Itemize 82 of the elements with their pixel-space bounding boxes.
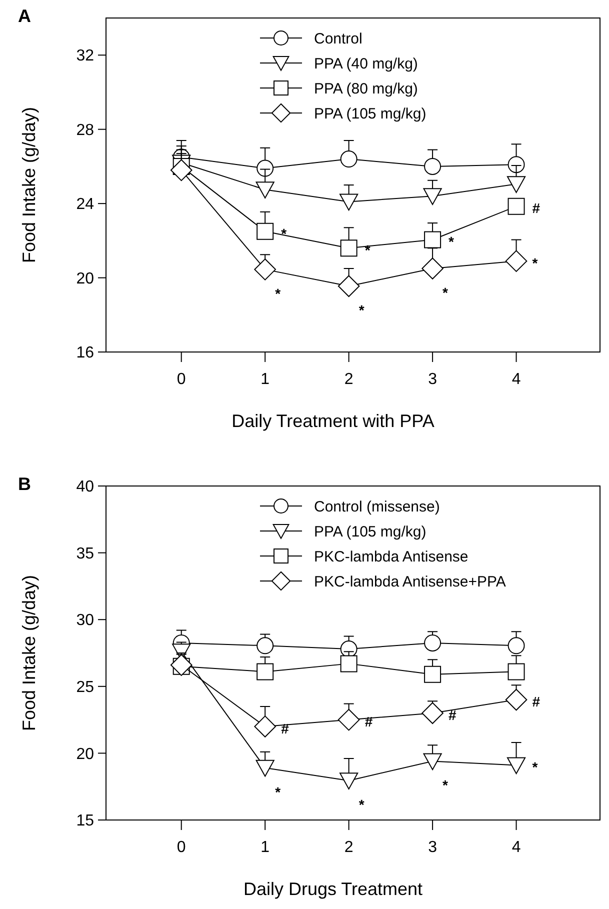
point	[338, 708, 360, 731]
point	[508, 637, 525, 654]
x-tick-label: 4	[512, 839, 521, 856]
y-tick-label: 28	[76, 122, 94, 139]
point	[424, 666, 442, 683]
y-tick-label: 35	[76, 545, 94, 562]
point	[170, 159, 192, 182]
y-tick-label: 40	[76, 478, 94, 496]
point	[423, 188, 442, 205]
x-axis-title: Daily Treatment with PPA	[232, 411, 434, 431]
annotation: *	[442, 284, 449, 300]
point	[340, 240, 358, 257]
annotation: *	[448, 234, 455, 250]
x-tick-label: 3	[428, 371, 438, 388]
y-tick-label: 32	[76, 48, 94, 65]
point	[340, 655, 358, 672]
y-tick-label: 20	[76, 746, 94, 763]
y-axis-title: Food Intake (g/day)	[19, 106, 39, 264]
point	[424, 158, 442, 175]
point	[508, 156, 525, 174]
point	[506, 757, 526, 774]
point	[505, 688, 528, 711]
point	[254, 258, 276, 280]
legend-label: Control	[314, 30, 362, 48]
legend-label: PPA (105 mg/kg)	[314, 105, 426, 122]
point	[340, 194, 358, 211]
point	[506, 176, 526, 193]
point	[256, 637, 274, 654]
point	[340, 150, 358, 168]
x-tick-label: 0	[176, 371, 186, 388]
annotation: *	[442, 777, 449, 794]
x-tick-label: 3	[428, 839, 438, 856]
annotation: *	[532, 254, 538, 271]
annotation: *	[358, 302, 365, 318]
point	[254, 716, 276, 738]
point	[256, 182, 274, 198]
annotation: *	[281, 225, 288, 242]
annotation: #	[448, 707, 457, 724]
point	[256, 663, 274, 680]
annotation: #	[532, 694, 540, 710]
annotation: *	[358, 796, 365, 812]
point	[508, 198, 525, 215]
legend-label: PPA (40 mg/kg)	[314, 55, 418, 72]
point	[256, 760, 274, 777]
legend-label: PPA (105 mg/kg)	[314, 523, 426, 540]
x-tick-label: 4	[512, 371, 521, 388]
y-tick-label: 16	[76, 344, 94, 362]
y-tick-label: 30	[76, 612, 94, 630]
annotation: #	[532, 200, 540, 216]
y-tick-label: 24	[76, 196, 94, 214]
y-tick-label: 15	[76, 812, 94, 830]
chart-title: B	[18, 474, 31, 494]
point	[256, 222, 274, 240]
annotation: #	[364, 714, 373, 730]
legend-label: PKC-lambda Antisense	[314, 548, 468, 566]
x-axis-title: Daily Drugs Treatment	[243, 879, 423, 899]
x-tick-label: 1	[260, 371, 270, 388]
point	[424, 231, 442, 248]
point	[422, 702, 444, 724]
x-tick-label: 0	[176, 839, 186, 856]
point	[424, 634, 442, 652]
legend-label: Control (missense)	[314, 498, 440, 516]
annotation: *	[275, 784, 282, 800]
point	[508, 663, 525, 680]
point	[422, 258, 444, 280]
y-tick-label: 25	[76, 679, 94, 696]
point	[256, 160, 274, 177]
y-axis-title: Food Intake (g/day)	[19, 574, 39, 732]
x-tick-label: 2	[344, 371, 354, 388]
point	[338, 275, 360, 298]
annotation: *	[532, 759, 538, 776]
x-tick-label: 2	[344, 839, 354, 856]
legend-label: PPA (80 mg/kg)	[314, 80, 418, 98]
chart-title: A	[18, 6, 31, 26]
point	[505, 250, 528, 272]
point	[423, 753, 442, 770]
annotation: #	[281, 720, 290, 736]
x-tick-label: 1	[260, 839, 270, 856]
legend-label: PKC-lambda Antisense+PPA	[314, 573, 506, 590]
y-tick-label: 20	[76, 270, 94, 288]
annotation: *	[275, 285, 282, 302]
point	[340, 772, 358, 790]
